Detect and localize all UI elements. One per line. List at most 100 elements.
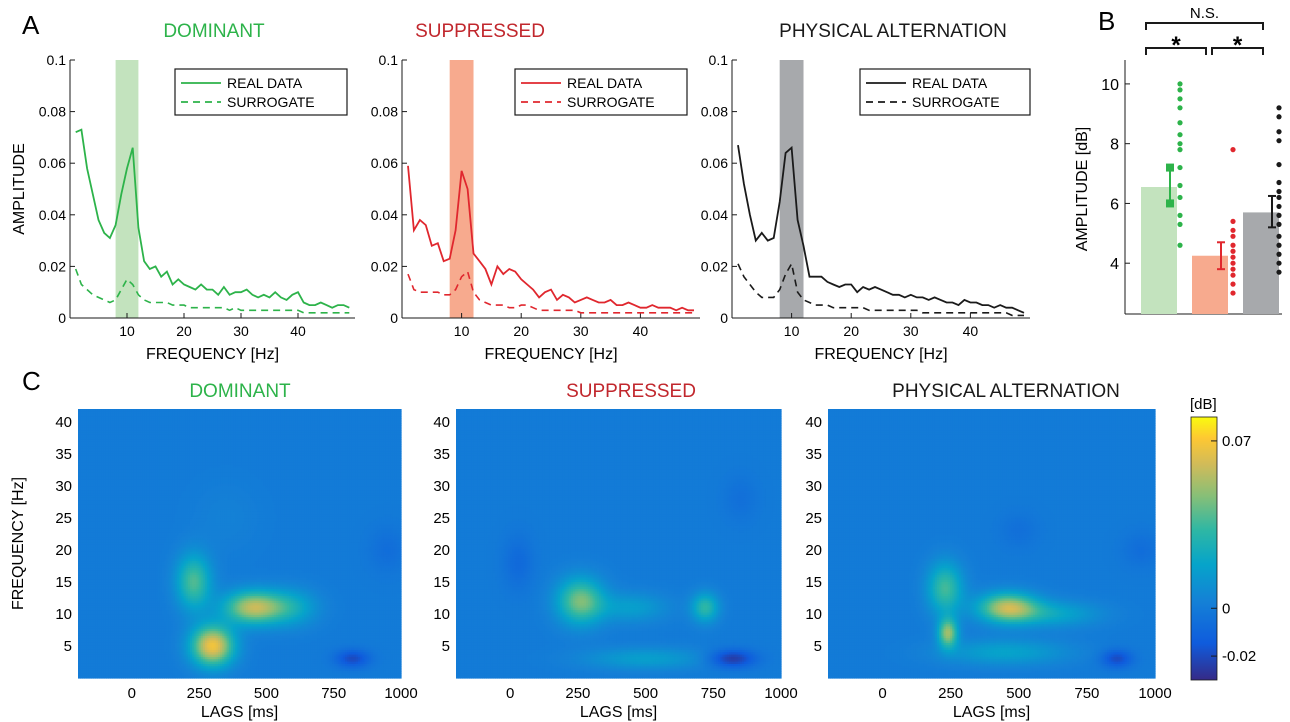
heatmap-cell xyxy=(351,409,355,412)
heatmap-cell xyxy=(398,423,402,426)
heatmap-cell xyxy=(155,418,159,422)
heatmap-cell xyxy=(114,420,118,424)
heatmap-cell xyxy=(319,411,322,415)
heatmap-cell xyxy=(310,409,314,412)
heatmap-cell xyxy=(101,416,105,419)
heatmap-cell xyxy=(261,416,264,419)
y-tick-label: 0.02 xyxy=(371,258,398,274)
heatmap-cell xyxy=(116,420,120,424)
heatmap-cell xyxy=(123,420,126,424)
heatmap-cell xyxy=(289,418,292,422)
heatmap-cell xyxy=(342,418,346,422)
heatmap-cell xyxy=(99,418,103,422)
heatmap-cell xyxy=(78,409,81,412)
heatmap-cell xyxy=(381,413,385,417)
heatmap-cell xyxy=(174,411,178,415)
heatmap-cell xyxy=(347,420,350,424)
heatmap-cell xyxy=(213,413,217,417)
heatmap-cell xyxy=(340,425,344,429)
heatmap-cell xyxy=(252,413,256,417)
heatmap-cell xyxy=(308,425,312,429)
heatmap-cell xyxy=(297,420,301,424)
y-tick-label: 4 xyxy=(1110,256,1119,273)
heatmap-cell xyxy=(349,409,353,412)
heatmap-cell xyxy=(284,418,288,422)
heatmap-cell xyxy=(271,420,275,424)
heatmap-cell xyxy=(220,423,223,426)
heatmap-cell xyxy=(108,416,111,419)
heatmap-cell xyxy=(394,416,398,419)
heatmap-cell xyxy=(261,420,264,424)
heatmap-cell xyxy=(375,413,378,417)
heatmap-cell xyxy=(220,425,223,429)
heatmap-cell xyxy=(398,416,402,419)
heatmap-cell xyxy=(202,413,206,417)
heatmap-cell xyxy=(211,425,215,429)
heatmap-cell xyxy=(332,409,335,412)
heatmap-cell xyxy=(179,425,182,429)
heatmap-cell xyxy=(200,420,204,424)
heatmap-cell xyxy=(357,413,361,417)
heatmap-cell xyxy=(138,418,142,422)
heatmap-cell xyxy=(314,411,318,415)
heatmap-cell xyxy=(278,418,282,422)
heatmap-cell xyxy=(345,423,348,426)
heatmap-cell xyxy=(308,416,312,419)
heatmap-cell xyxy=(291,409,294,412)
heatmap-cell xyxy=(200,425,204,429)
heatmap-cell xyxy=(360,409,363,412)
heatmap-cell xyxy=(80,423,83,426)
heatmap-cell xyxy=(164,416,167,419)
heatmap-cell xyxy=(282,409,286,412)
heatmap-cell xyxy=(123,411,126,415)
heatmap-cell xyxy=(319,420,322,424)
heatmap-cell xyxy=(239,418,243,422)
heatmap-cell xyxy=(166,425,170,429)
heatmap-cell xyxy=(213,418,217,422)
heatmap-cell xyxy=(306,425,309,429)
heatmap-cell xyxy=(368,418,372,422)
heatmap-cell xyxy=(90,418,94,422)
y-tick-label: 0 xyxy=(390,310,398,326)
heatmap-cell xyxy=(146,420,150,424)
heatmap-cell xyxy=(252,423,256,426)
heatmap-cell xyxy=(323,416,327,419)
data-point xyxy=(1177,141,1183,147)
y-tick-label: 0.06 xyxy=(39,155,66,171)
heatmap-cell xyxy=(269,409,273,412)
heatmap-cell xyxy=(336,418,340,422)
data-point xyxy=(1276,233,1282,239)
heatmap-cell xyxy=(342,413,346,417)
heatmap-cell xyxy=(289,420,292,424)
heatmap-cell xyxy=(108,423,111,426)
x-tick-label: 40 xyxy=(963,323,979,339)
heatmap-cell xyxy=(385,413,389,417)
heatmap-cell xyxy=(252,425,256,429)
heatmap-cell xyxy=(138,409,142,412)
heatmap-cell xyxy=(153,409,157,412)
heatmap-cell xyxy=(222,418,226,422)
heatmap-cell xyxy=(144,409,148,412)
heatmap-cell xyxy=(185,413,189,417)
heatmap-cell xyxy=(136,411,139,415)
heatmap-cell xyxy=(338,425,342,429)
heatmap-cell xyxy=(258,409,262,412)
heatmap-cell xyxy=(329,425,333,429)
heatmap-cell xyxy=(209,418,213,422)
heatmap-cell xyxy=(209,413,213,417)
heatmap-cell xyxy=(140,416,144,419)
heatmap-cell xyxy=(293,411,297,415)
heatmap-cell xyxy=(230,420,234,424)
heatmap-cell xyxy=(368,420,372,424)
heatmap-cell xyxy=(278,413,282,417)
heatmap-cell xyxy=(379,423,383,426)
heatmap-cell xyxy=(379,409,383,412)
heatmap-cell xyxy=(177,418,180,422)
heatmap-cell xyxy=(317,420,320,424)
heatmap-cell xyxy=(166,420,170,424)
heatmap-cell xyxy=(243,420,247,424)
heatmap-cell xyxy=(317,411,320,415)
heatmap-cell xyxy=(127,416,131,419)
heatmap-cell xyxy=(396,416,400,419)
heatmap-cell xyxy=(151,413,154,417)
